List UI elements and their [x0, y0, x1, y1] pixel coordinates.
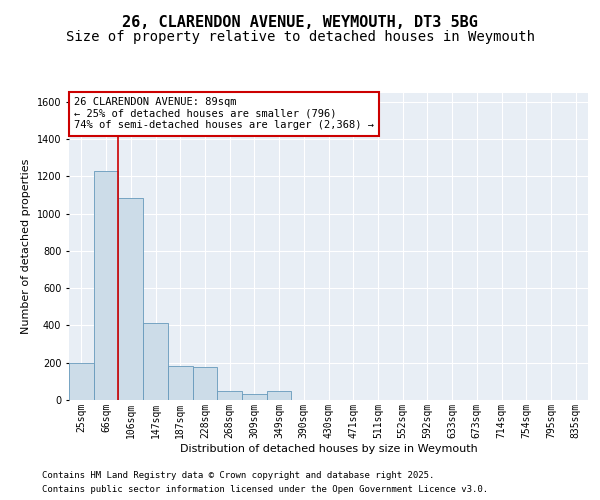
Text: Size of property relative to detached houses in Weymouth: Size of property relative to detached ho… [65, 30, 535, 44]
Bar [143, 322, 168, 400]
Text: Contains public sector information licensed under the Open Government Licence v3: Contains public sector information licen… [42, 484, 488, 494]
Bar [94, 171, 118, 400]
Text: Contains HM Land Registry data © Crown copyright and database right 2025.: Contains HM Land Registry data © Crown c… [42, 472, 434, 480]
Bar [168, 366, 193, 400]
X-axis label: Distribution of detached houses by size in Weymouth: Distribution of detached houses by size … [179, 444, 478, 454]
Text: 26 CLARENDON AVENUE: 89sqm
← 25% of detached houses are smaller (796)
74% of sem: 26 CLARENDON AVENUE: 89sqm ← 25% of deta… [74, 97, 374, 130]
Text: 26, CLARENDON AVENUE, WEYMOUTH, DT3 5BG: 26, CLARENDON AVENUE, WEYMOUTH, DT3 5BG [122, 15, 478, 30]
Bar [267, 390, 292, 400]
Bar [69, 362, 94, 400]
Bar [118, 198, 143, 400]
Bar [193, 368, 217, 400]
Bar [242, 394, 267, 400]
Y-axis label: Number of detached properties: Number of detached properties [21, 158, 31, 334]
Bar [217, 390, 242, 400]
